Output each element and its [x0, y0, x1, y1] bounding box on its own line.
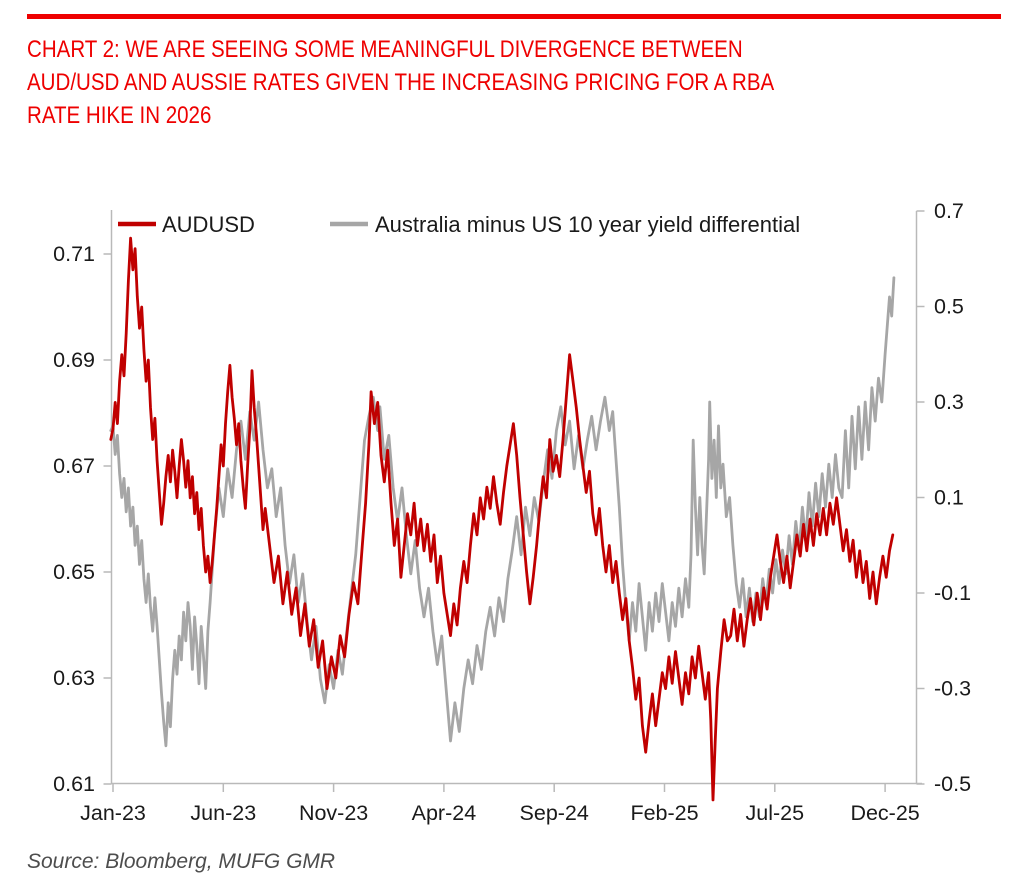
page-title: CHART 2: WE ARE SEEING SOME MEANINGFUL D… [27, 33, 774, 132]
left-axis-tick-label: 0.71 [53, 242, 95, 266]
legend-audusd-label: AUDUSD [162, 212, 255, 237]
yield-differential-line [109, 276, 896, 748]
page-title-line-1: CHART 2: WE ARE SEEING SOME MEANINGFUL D… [27, 36, 743, 63]
x-axis-tick-label: Jul-25 [746, 801, 805, 825]
right-axis-tick-label: 0.3 [934, 390, 964, 414]
header-rule [27, 14, 1001, 19]
x-axis-tick-label: Nov-23 [299, 801, 368, 825]
x-axis-tick-label: Apr-24 [412, 801, 477, 825]
legend-yield-differential-label: Australia minus US 10 year yield differe… [375, 212, 800, 237]
x-axis-tick-label: Sep-24 [520, 801, 589, 825]
right-axis-tick-label: 0.1 [934, 486, 964, 510]
page-title-line-3: RATE HIKE IN 2026 [27, 102, 212, 129]
left-axis-tick-label: 0.67 [53, 454, 95, 478]
right-axis-tick-label: -0.3 [934, 677, 971, 701]
page-title-line-2: AUD/USD AND AUSSIE RATES GIVEN THE INCRE… [27, 69, 775, 96]
right-axis-tick-label: -0.5 [934, 772, 971, 796]
left-axis-tick-label: 0.69 [53, 348, 95, 372]
x-axis-tick-label: Jan-23 [80, 801, 146, 825]
right-axis-tick-label: 0.5 [934, 295, 964, 319]
right-axis-tick-label: 0.7 [934, 199, 964, 223]
x-axis-tick-label: Jun-23 [190, 801, 256, 825]
audusd-line [109, 236, 895, 802]
right-axis-tick-label: -0.1 [934, 581, 971, 605]
x-axis-tick-label: Dec-25 [850, 801, 919, 825]
x-axis-tick-label: Feb-25 [630, 801, 698, 825]
left-axis-tick-label: 0.61 [53, 772, 95, 796]
source-text: Source: Bloomberg, MUFG GMR [27, 850, 336, 873]
left-axis-tick-label: 0.63 [53, 666, 95, 690]
left-axis-tick-label: 0.65 [53, 560, 95, 584]
